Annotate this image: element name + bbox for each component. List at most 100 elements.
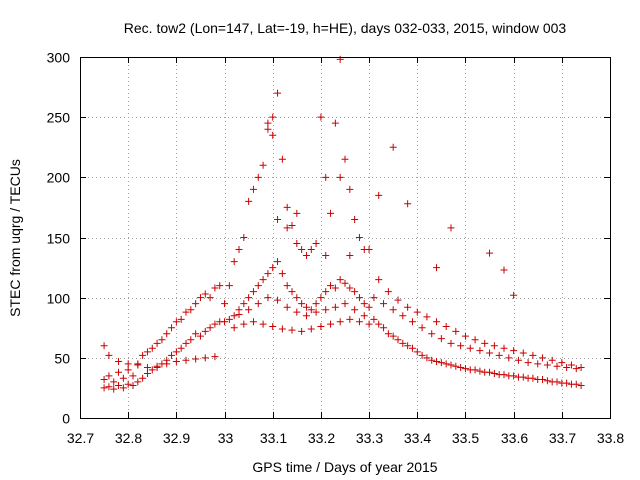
data-point (235, 246, 243, 254)
data-point (139, 374, 147, 382)
data-point (254, 282, 262, 290)
data-point (476, 367, 484, 375)
data-point (298, 300, 306, 308)
data-point (163, 360, 171, 368)
data-point (192, 330, 200, 338)
data-point (221, 300, 229, 308)
data-point (433, 357, 441, 365)
data-point (375, 276, 383, 284)
data-point (370, 294, 378, 302)
data-point (375, 191, 383, 199)
data-point (486, 249, 494, 257)
data-point (293, 308, 301, 316)
data-point (404, 342, 412, 350)
data-point (264, 294, 272, 302)
data-point (283, 282, 291, 290)
data-point (399, 312, 407, 320)
data-point (206, 294, 214, 302)
data-point (115, 368, 123, 376)
data-point (336, 276, 344, 284)
data-point (129, 382, 137, 390)
data-point (408, 344, 416, 352)
data-point (288, 288, 296, 296)
x-tick-label: 33.6 (501, 430, 528, 446)
data-point (124, 380, 132, 388)
data-point (495, 351, 503, 359)
data-point (433, 318, 441, 326)
data-point (322, 288, 330, 296)
data-point (172, 318, 180, 326)
data-point (172, 357, 180, 365)
data-point (153, 362, 161, 370)
data-point (572, 365, 580, 373)
data-point (331, 119, 339, 127)
data-point (370, 315, 378, 323)
data-point (134, 378, 142, 386)
data-point (442, 323, 450, 331)
data-point (331, 284, 339, 292)
data-point (211, 320, 219, 328)
data-point (115, 382, 123, 390)
x-tick-label: 33.2 (308, 430, 335, 446)
data-point (100, 384, 108, 392)
data-point (543, 361, 551, 369)
data-point (105, 372, 113, 380)
data-point (418, 351, 426, 359)
data-point (543, 377, 551, 385)
data-point (413, 308, 421, 316)
data-point (269, 113, 277, 121)
data-point (211, 353, 219, 361)
data-point (490, 342, 498, 350)
data-point (389, 143, 397, 151)
data-point (317, 294, 325, 302)
data-point (322, 173, 330, 181)
data-point (351, 288, 359, 296)
data-point (447, 339, 455, 347)
data-point (394, 296, 402, 304)
data-point (283, 224, 291, 232)
data-point (168, 351, 176, 359)
x-tick-label: 32.8 (115, 430, 142, 446)
x-tick-label: 32.7 (67, 430, 94, 446)
data-point (221, 318, 229, 326)
data-point (293, 240, 301, 248)
data-point (168, 324, 176, 332)
data-point (100, 342, 108, 350)
data-point (346, 284, 354, 292)
data-point (225, 282, 233, 290)
data-points (100, 55, 585, 393)
data-point (380, 300, 388, 308)
data-point (163, 330, 171, 338)
data-point (380, 324, 388, 332)
plot-frame (80, 57, 611, 419)
data-point (230, 312, 238, 320)
data-point (355, 294, 363, 302)
data-point (519, 349, 527, 357)
data-point (577, 363, 585, 371)
data-point (510, 291, 518, 299)
data-point (486, 349, 494, 357)
data-point (500, 371, 508, 379)
data-point (428, 356, 436, 364)
data-point (577, 382, 585, 390)
data-point (158, 336, 166, 344)
data-point (119, 384, 127, 392)
x-axis-title: GPS time / Days of year 2015 (252, 459, 437, 475)
y-tick-label: 200 (47, 170, 71, 186)
x-tick-label: 33.4 (404, 430, 431, 446)
data-point (452, 362, 460, 370)
data-point (418, 324, 426, 332)
data-point (177, 344, 185, 352)
x-tick-label: 33.3 (356, 430, 383, 446)
data-point (235, 311, 243, 319)
data-point (245, 306, 253, 314)
data-point (389, 332, 397, 340)
data-point (563, 379, 571, 387)
data-point (336, 55, 344, 63)
data-point (254, 300, 262, 308)
data-point (249, 288, 257, 296)
data-point (336, 318, 344, 326)
data-point (274, 89, 282, 97)
data-point (182, 356, 190, 364)
